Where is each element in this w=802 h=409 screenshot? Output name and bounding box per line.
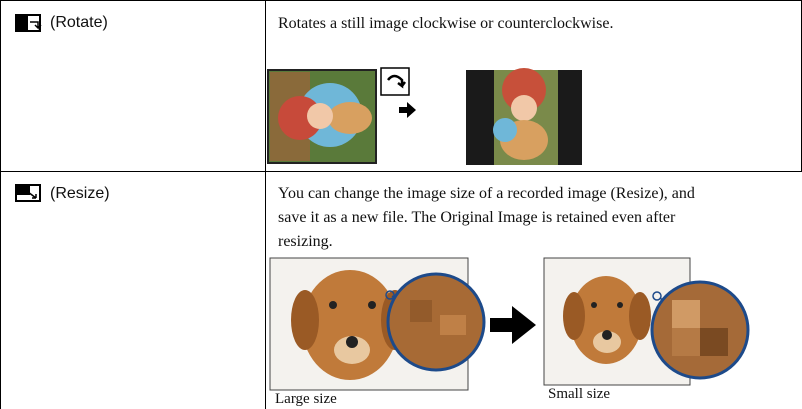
description-line: resizing. [278, 233, 333, 250]
description-line: save it as a new file. The Original Imag… [278, 209, 676, 226]
resize-illustration [269, 257, 750, 391]
image-caption: Large size [275, 391, 337, 407]
rotate-icon [15, 14, 42, 32]
description-line: Rotates a still image clockwise or count… [278, 15, 613, 32]
image-caption: Small size [548, 386, 610, 402]
description-line: You can change the image size of a recor… [278, 185, 695, 202]
rotate-illustration [267, 67, 582, 165]
resize-icon [15, 184, 41, 202]
row-label: (Resize) [50, 185, 110, 202]
row-label: (Rotate) [50, 14, 108, 31]
